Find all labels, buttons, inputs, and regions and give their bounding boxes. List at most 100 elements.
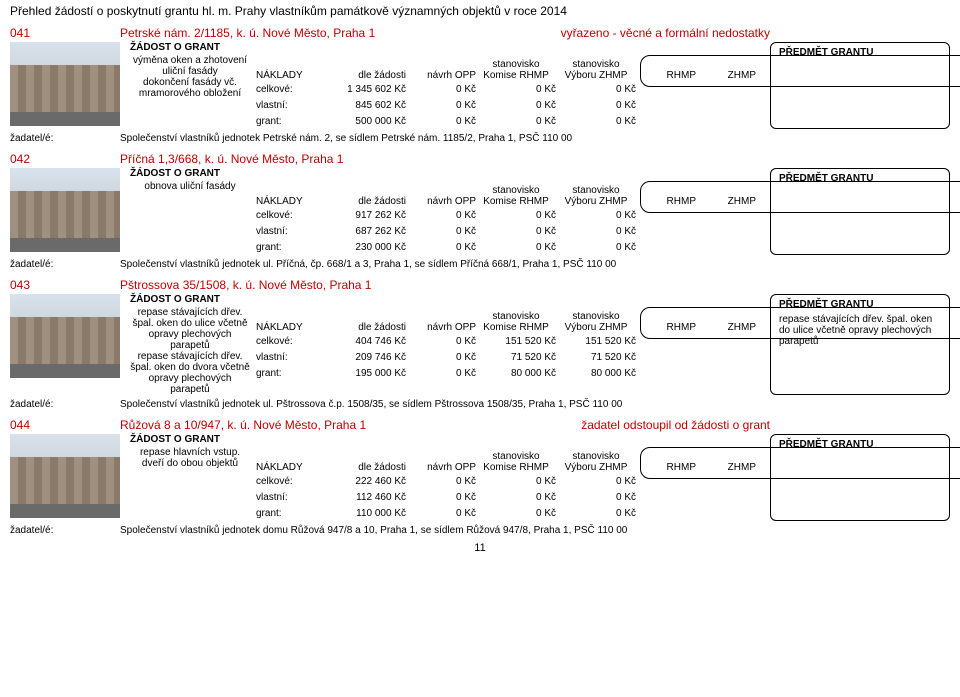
page-title: Přehled žádostí o poskytnutí grantu hl. … (10, 4, 950, 18)
entry-card: ŽÁDOST O GRANT výměna oken a zhotovení u… (10, 42, 950, 129)
cost-cell: 0 Kč (476, 508, 556, 519)
cost-cell: 0 Kč (406, 476, 476, 487)
entry-desc: repase stávajících dřev. špal. oken do u… (130, 307, 256, 395)
cost-label: grant: (256, 116, 316, 127)
applicant-label: žadatel/é: (10, 259, 120, 270)
cost-cell: 0 Kč (556, 84, 636, 95)
cost-cell: 0 Kč (406, 508, 476, 519)
cost-label: vlastní: (256, 226, 316, 237)
entry-header: 041 Petrské nám. 2/1185, k. ú. Nové Měst… (10, 26, 950, 40)
stance-box (640, 447, 960, 479)
cost-cell: 0 Kč (406, 242, 476, 253)
entry-desc: repase hlavních vstup. dveří do obou obj… (130, 447, 256, 521)
entry-photo (10, 434, 120, 518)
cost-cell: 151 520 Kč (556, 336, 636, 347)
cost-cell: 222 460 Kč (316, 476, 406, 487)
cost-row: grant: 110 000 Kč 0 Kč 0 Kč 0 Kč (256, 505, 756, 521)
entry-card: ŽÁDOST O GRANT obnova uliční fasády NÁKL… (10, 168, 950, 255)
cost-cell: 0 Kč (406, 352, 476, 363)
entry-address: Petrské nám. 2/1185, k. ú. Nové Město, P… (120, 26, 561, 40)
cost-cell: 0 Kč (406, 84, 476, 95)
entry-photo (10, 168, 120, 252)
cost-cell: 195 000 Kč (316, 368, 406, 379)
cost-cell: 0 Kč (476, 100, 556, 111)
applicant-label: žadatel/é: (10, 399, 120, 410)
cost-cell: 112 460 Kč (316, 492, 406, 503)
cost-row: vlastní: 209 746 Kč 0 Kč 71 520 Kč 71 52… (256, 349, 756, 365)
cost-cell: 0 Kč (556, 210, 636, 221)
cost-cell: 0 Kč (556, 226, 636, 237)
cost-cell: 0 Kč (406, 336, 476, 347)
applicant-row: žadatel/é: Společenství vlastníků jednot… (10, 133, 950, 144)
cost-cell: 0 Kč (406, 100, 476, 111)
request-label: ŽÁDOST O GRANT (130, 294, 770, 305)
applicant-text: Společenství vlastníků jednotek domu Růž… (120, 525, 627, 536)
cost-cell: 80 000 Kč (556, 368, 636, 379)
request-label: ŽÁDOST O GRANT (130, 434, 770, 445)
cost-label: grant: (256, 242, 316, 253)
applicant-row: žadatel/é: Společenství vlastníků jednot… (10, 259, 950, 270)
cost-cell: 0 Kč (476, 242, 556, 253)
cost-label: celkové: (256, 84, 316, 95)
entry-id: 041 (10, 26, 120, 40)
cost-cell: 0 Kč (476, 226, 556, 237)
applicant-text: Společenství vlastníků jednotek ul. Pštr… (120, 399, 622, 410)
entry-header: 044 Růžová 8 a 10/947, k. ú. Nové Město,… (10, 418, 950, 432)
cost-cell: 151 520 Kč (476, 336, 556, 347)
cost-row: vlastní: 845 602 Kč 0 Kč 0 Kč 0 Kč (256, 97, 756, 113)
entry-id: 042 (10, 152, 120, 166)
cost-cell: 0 Kč (556, 116, 636, 127)
cost-cell: 0 Kč (406, 210, 476, 221)
entry-status: vyřazeno - věcné a formální nedostatky (561, 26, 770, 40)
cost-cell: 80 000 Kč (476, 368, 556, 379)
cost-cell: 917 262 Kč (316, 210, 406, 221)
cost-cell: 0 Kč (556, 242, 636, 253)
cost-cell: 71 520 Kč (476, 352, 556, 363)
cost-cell: 0 Kč (556, 508, 636, 519)
cost-label: celkové: (256, 210, 316, 221)
cost-row: grant: 230 000 Kč 0 Kč 0 Kč 0 Kč (256, 239, 756, 255)
cost-cell: 209 746 Kč (316, 352, 406, 363)
cost-cell: 110 000 Kč (316, 508, 406, 519)
cost-cell: 0 Kč (406, 368, 476, 379)
entry-desc: výměna oken a zhotovení uliční fasádydok… (130, 55, 256, 129)
cost-cell: 0 Kč (476, 116, 556, 127)
stance-box (640, 55, 960, 87)
entry-card: ŽÁDOST O GRANT repase stávajících dřev. … (10, 294, 950, 395)
cost-cell: 0 Kč (406, 226, 476, 237)
cost-cell: 500 000 Kč (316, 116, 406, 127)
entry-id: 043 (10, 278, 120, 292)
cost-label: grant: (256, 368, 316, 379)
cost-row: grant: 500 000 Kč 0 Kč 0 Kč 0 Kč (256, 113, 756, 129)
cost-cell: 845 602 Kč (316, 100, 406, 111)
entry-card: ŽÁDOST O GRANT repase hlavních vstup. dv… (10, 434, 950, 521)
cost-cell: 230 000 Kč (316, 242, 406, 253)
cost-cell: 0 Kč (556, 492, 636, 503)
request-label: ŽÁDOST O GRANT (130, 168, 770, 179)
entry-status: žadatel odstoupil od žádosti o grant (581, 418, 770, 432)
cost-cell: 0 Kč (406, 116, 476, 127)
cost-cell: 687 262 Kč (316, 226, 406, 237)
entry-header: 043 Pštrossova 35/1508, k. ú. Nové Město… (10, 278, 950, 292)
cost-label: vlastní: (256, 352, 316, 363)
entry-desc: obnova uliční fasády (130, 181, 256, 255)
cost-cell: 0 Kč (556, 476, 636, 487)
request-label: ŽÁDOST O GRANT (130, 42, 770, 53)
stance-box (640, 307, 960, 339)
cost-label: vlastní: (256, 100, 316, 111)
applicant-row: žadatel/é: Společenství vlastníků jednot… (10, 399, 950, 410)
cost-label: grant: (256, 508, 316, 519)
cost-row: vlastní: 687 262 Kč 0 Kč 0 Kč 0 Kč (256, 223, 756, 239)
entry-photo (10, 42, 120, 126)
entry-address: Pštrossova 35/1508, k. ú. Nové Město, Pr… (120, 278, 770, 292)
cost-label: celkové: (256, 476, 316, 487)
cost-row: grant: 195 000 Kč 0 Kč 80 000 Kč 80 000 … (256, 365, 756, 381)
applicant-text: Společenství vlastníků jednotek ul. Příč… (120, 259, 616, 270)
entry-id: 044 (10, 418, 120, 432)
entry-address: Růžová 8 a 10/947, k. ú. Nové Město, Pra… (120, 418, 581, 432)
applicant-label: žadatel/é: (10, 525, 120, 536)
cost-cell: 1 345 602 Kč (316, 84, 406, 95)
entry-address: Příčná 1,3/668, k. ú. Nové Město, Praha … (120, 152, 770, 166)
cost-cell: 71 520 Kč (556, 352, 636, 363)
entry-photo (10, 294, 120, 378)
